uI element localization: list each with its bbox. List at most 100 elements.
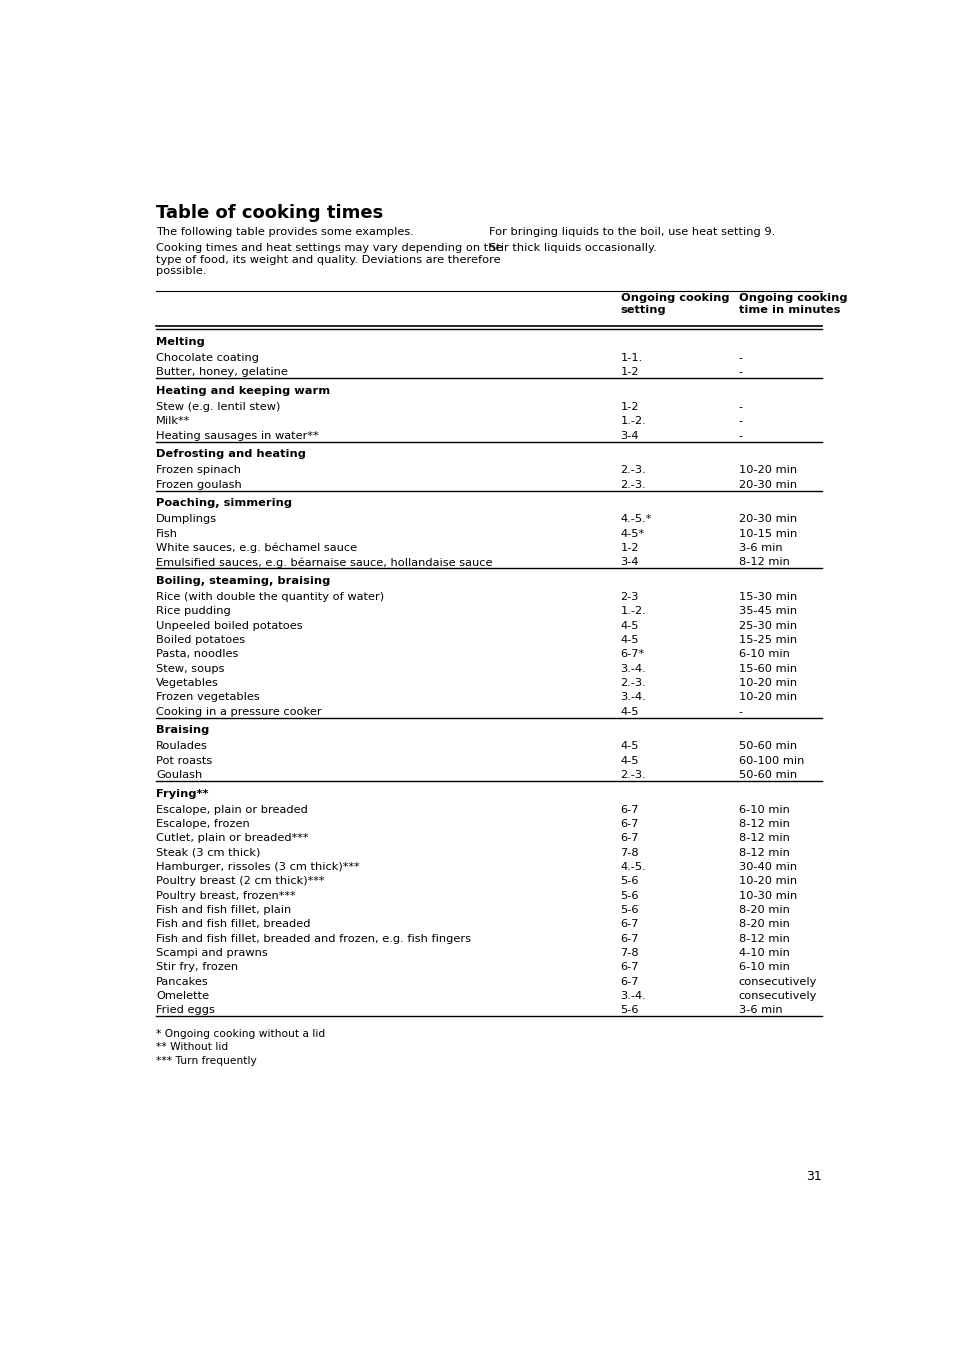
Text: Escalope, plain or breaded: Escalope, plain or breaded	[156, 805, 308, 814]
Text: 4.-5.: 4.-5.	[619, 861, 645, 872]
Text: 3-6 min: 3-6 min	[738, 1006, 781, 1015]
Text: 3.-4.: 3.-4.	[619, 693, 645, 702]
Text: 35-45 min: 35-45 min	[738, 606, 796, 616]
Text: Poultry breast (2 cm thick)***: Poultry breast (2 cm thick)***	[156, 876, 324, 886]
Text: Melting: Melting	[156, 338, 205, 347]
Text: Pancakes: Pancakes	[156, 976, 209, 987]
Text: 4-5: 4-5	[619, 706, 639, 717]
Text: 5-6: 5-6	[619, 904, 639, 915]
Text: Scampi and prawns: Scampi and prawns	[156, 948, 268, 958]
Text: Emulsified sauces, e.g. béarnaise sauce, hollandaise sauce: Emulsified sauces, e.g. béarnaise sauce,…	[156, 558, 492, 568]
Text: Omelette: Omelette	[156, 991, 209, 1000]
Text: Ongoing cooking
time in minutes: Ongoing cooking time in minutes	[738, 293, 846, 315]
Text: 8-12 min: 8-12 min	[738, 848, 789, 857]
Text: Cooking times and heat settings may vary depending on the
type of food, its weig: Cooking times and heat settings may vary…	[156, 243, 502, 277]
Text: 2.-3.: 2.-3.	[619, 479, 645, 490]
Text: Milk**: Milk**	[156, 416, 191, 427]
Text: 10-20 min: 10-20 min	[738, 876, 796, 886]
Text: Goulash: Goulash	[156, 769, 202, 780]
Text: 8-20 min: 8-20 min	[738, 919, 789, 929]
Text: 50-60 min: 50-60 min	[738, 741, 796, 751]
Text: 4-5: 4-5	[619, 621, 639, 630]
Text: Boiling, steaming, braising: Boiling, steaming, braising	[156, 576, 330, 586]
Text: Ongoing cooking
setting: Ongoing cooking setting	[619, 293, 728, 315]
Text: 3.-4.: 3.-4.	[619, 664, 645, 674]
Text: Table of cooking times: Table of cooking times	[156, 204, 383, 221]
Text: Poultry breast, frozen***: Poultry breast, frozen***	[156, 891, 295, 900]
Text: Fish and fish fillet, plain: Fish and fish fillet, plain	[156, 904, 292, 915]
Text: 8-20 min: 8-20 min	[738, 904, 789, 915]
Text: Cooking in a pressure cooker: Cooking in a pressure cooker	[156, 706, 321, 717]
Text: Cutlet, plain or breaded***: Cutlet, plain or breaded***	[156, 833, 309, 844]
Text: 6-7: 6-7	[619, 819, 639, 829]
Text: 15-60 min: 15-60 min	[738, 664, 796, 674]
Text: 8-12 min: 8-12 min	[738, 833, 789, 844]
Text: 20-30 min: 20-30 min	[738, 514, 796, 524]
Text: Fried eggs: Fried eggs	[156, 1006, 214, 1015]
Text: 50-60 min: 50-60 min	[738, 769, 796, 780]
Text: 15-25 min: 15-25 min	[738, 634, 796, 645]
Text: Frozen spinach: Frozen spinach	[156, 466, 241, 475]
Text: 10-20 min: 10-20 min	[738, 678, 796, 688]
Text: Dumplings: Dumplings	[156, 514, 217, 524]
Text: 30-40 min: 30-40 min	[738, 861, 796, 872]
Text: 6-7: 6-7	[619, 919, 639, 929]
Text: Rice (with double the quantity of water): Rice (with double the quantity of water)	[156, 591, 384, 602]
Text: Stir thick liquids occasionally.: Stir thick liquids occasionally.	[488, 243, 656, 252]
Text: Boiled potatoes: Boiled potatoes	[156, 634, 245, 645]
Text: 15-30 min: 15-30 min	[738, 591, 797, 602]
Text: 6-10 min: 6-10 min	[738, 963, 789, 972]
Text: 1.-2.: 1.-2.	[619, 416, 645, 427]
Text: 1-2: 1-2	[619, 402, 639, 412]
Text: Fish: Fish	[156, 529, 178, 539]
Text: 1-2: 1-2	[619, 367, 639, 377]
Text: 4.-5.*: 4.-5.*	[619, 514, 651, 524]
Text: Frozen goulash: Frozen goulash	[156, 479, 242, 490]
Text: For bringing liquids to the boil, use heat setting 9.: For bringing liquids to the boil, use he…	[488, 228, 775, 238]
Text: White sauces, e.g. béchamel sauce: White sauces, e.g. béchamel sauce	[156, 543, 357, 554]
Text: 31: 31	[805, 1170, 821, 1183]
Text: Stew, soups: Stew, soups	[156, 664, 225, 674]
Text: Roulades: Roulades	[156, 741, 208, 751]
Text: 25-30 min: 25-30 min	[738, 621, 796, 630]
Text: -: -	[738, 352, 742, 363]
Text: Frying**: Frying**	[156, 788, 209, 799]
Text: Hamburger, rissoles (3 cm thick)***: Hamburger, rissoles (3 cm thick)***	[156, 861, 359, 872]
Text: Escalope, frozen: Escalope, frozen	[156, 819, 250, 829]
Text: 3-6 min: 3-6 min	[738, 543, 781, 554]
Text: Braising: Braising	[156, 725, 210, 736]
Text: 6-7*: 6-7*	[619, 649, 644, 659]
Text: 8-12 min: 8-12 min	[738, 558, 789, 567]
Text: 6-7: 6-7	[619, 805, 639, 814]
Text: 10-30 min: 10-30 min	[738, 891, 797, 900]
Text: 4-5: 4-5	[619, 756, 639, 765]
Text: *** Turn frequently: *** Turn frequently	[156, 1056, 256, 1066]
Text: 2.-3.: 2.-3.	[619, 769, 645, 780]
Text: 4-5*: 4-5*	[619, 529, 644, 539]
Text: 3-4: 3-4	[619, 431, 639, 440]
Text: * Ongoing cooking without a lid: * Ongoing cooking without a lid	[156, 1029, 325, 1040]
Text: 10-20 min: 10-20 min	[738, 693, 796, 702]
Text: Stir fry, frozen: Stir fry, frozen	[156, 963, 238, 972]
Text: consecutively: consecutively	[738, 976, 817, 987]
Text: 4-10 min: 4-10 min	[738, 948, 789, 958]
Text: 10-15 min: 10-15 min	[738, 529, 797, 539]
Text: 7-8: 7-8	[619, 948, 639, 958]
Text: -: -	[738, 416, 742, 427]
Text: Pasta, noodles: Pasta, noodles	[156, 649, 238, 659]
Text: Pot roasts: Pot roasts	[156, 756, 213, 765]
Text: 6-7: 6-7	[619, 833, 639, 844]
Text: -: -	[738, 706, 742, 717]
Text: 5-6: 5-6	[619, 876, 639, 886]
Text: Unpeeled boiled potatoes: Unpeeled boiled potatoes	[156, 621, 302, 630]
Text: 20-30 min: 20-30 min	[738, 479, 796, 490]
Text: Heating and keeping warm: Heating and keeping warm	[156, 386, 330, 396]
Text: Butter, honey, gelatine: Butter, honey, gelatine	[156, 367, 288, 377]
Text: 3-4: 3-4	[619, 558, 639, 567]
Text: -: -	[738, 402, 742, 412]
Text: Fish and fish fillet, breaded: Fish and fish fillet, breaded	[156, 919, 311, 929]
Text: Chocolate coating: Chocolate coating	[156, 352, 259, 363]
Text: -: -	[738, 367, 742, 377]
Text: 1-2: 1-2	[619, 543, 639, 554]
Text: Fish and fish fillet, breaded and frozen, e.g. fish fingers: Fish and fish fillet, breaded and frozen…	[156, 934, 471, 944]
